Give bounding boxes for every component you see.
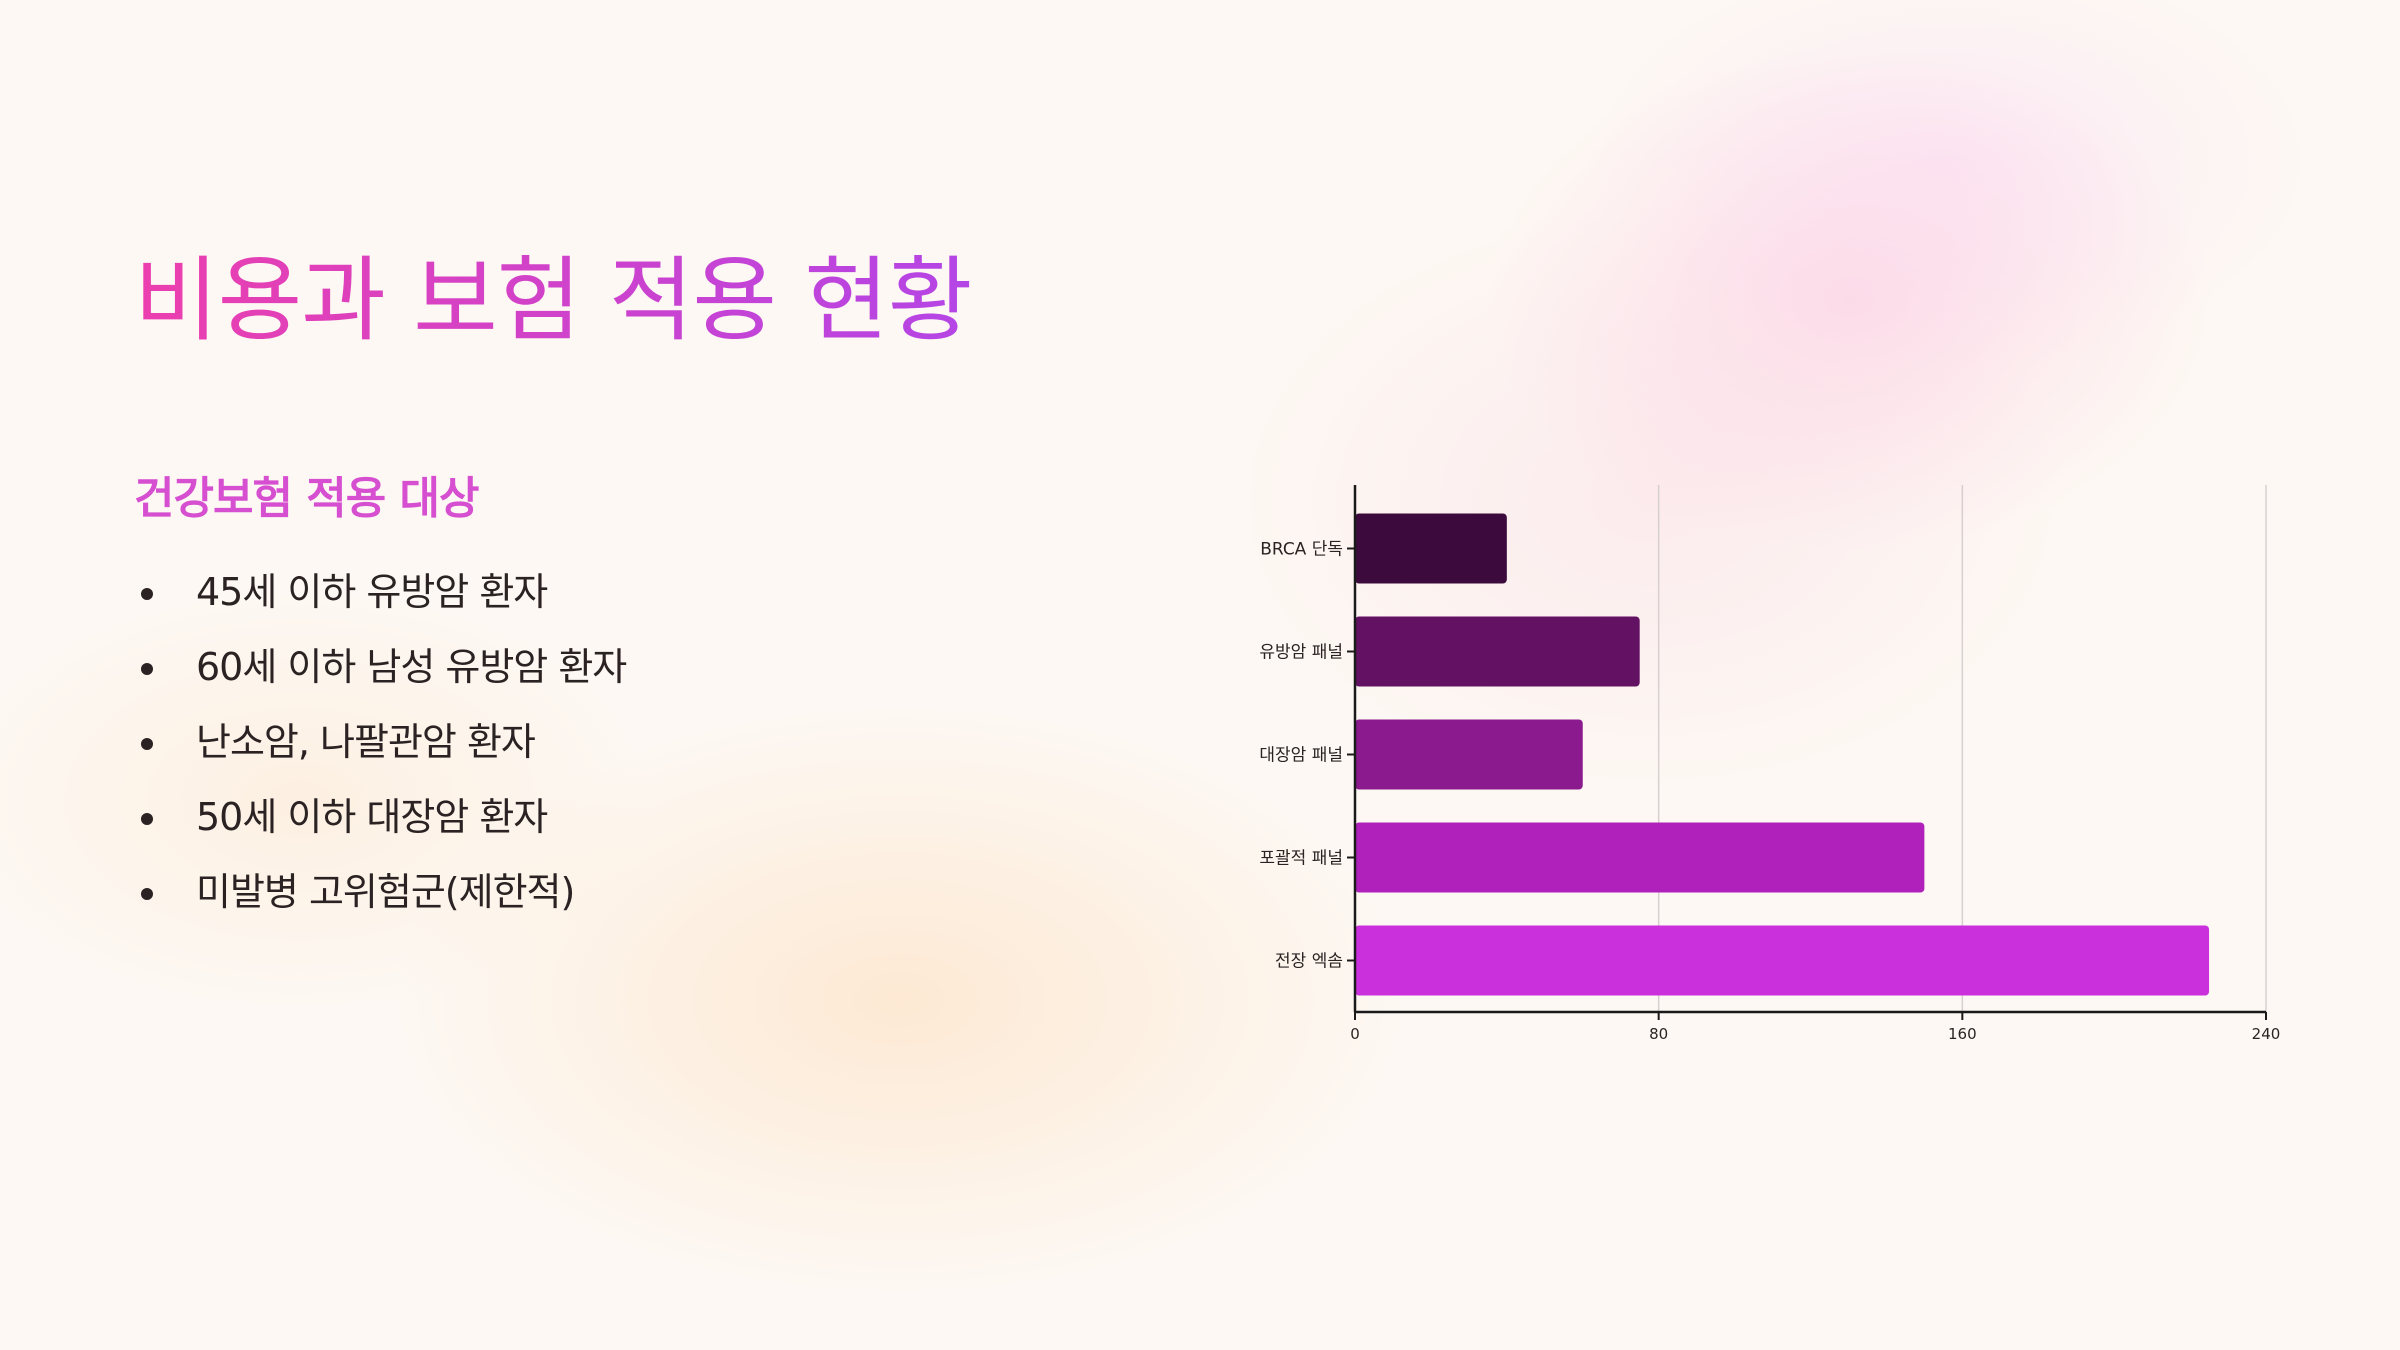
y-tick-label: 유방암 패널 — [1259, 643, 1343, 663]
bar — [1355, 822, 1925, 893]
bullet-dot-icon — [141, 888, 153, 900]
x-tick-label: 0 — [1350, 1025, 1360, 1043]
section-subtitle: 건강보험 적용 대상 — [134, 473, 479, 524]
bullet-dot-icon — [141, 663, 153, 675]
list-item: 50세 이하 대장암 환자 — [134, 787, 626, 862]
bullet-dot-icon — [141, 813, 153, 825]
bullet-list: 45세 이하 유방암 환자 60세 이하 남성 유방암 환자 난소암, 나팔관암… — [134, 562, 627, 937]
list-item: 미발병 고위험군(제한적) — [134, 862, 626, 937]
bar — [1355, 719, 1583, 790]
x-tick-label: 160 — [1948, 1025, 1977, 1043]
list-item-text: 난소암, 나팔관암 환자 — [196, 720, 536, 764]
bar — [1355, 925, 2210, 996]
x-tick-label: 240 — [2252, 1025, 2281, 1043]
bar — [1355, 513, 1507, 584]
y-tick-label: 전장 엑솜 — [1275, 952, 1343, 972]
list-item: 45세 이하 유방암 환자 — [134, 562, 626, 637]
list-item: 60세 이하 남성 유방암 환자 — [134, 637, 627, 712]
bullet-dot-icon — [141, 588, 153, 600]
bar — [1355, 616, 1640, 687]
bullet-dot-icon — [141, 738, 153, 750]
list-item: 난소암, 나팔관암 환자 — [134, 712, 626, 787]
y-tick-label: BRCA 단독 — [1260, 540, 1343, 560]
list-item-text: 60세 이하 남성 유방암 환자 — [196, 645, 627, 689]
y-tick-label: 포괄적 패널 — [1259, 849, 1343, 869]
x-tick-label: 80 — [1649, 1025, 1668, 1043]
page-title: 비용과 보험 적용 현황 — [134, 247, 972, 354]
y-tick-label: 대장암 패널 — [1259, 746, 1343, 766]
list-item-text: 50세 이하 대장암 환자 — [196, 795, 548, 839]
list-item-text: 미발병 고위험군(제한적) — [196, 870, 575, 914]
list-item-text: 45세 이하 유방암 환자 — [196, 570, 548, 614]
